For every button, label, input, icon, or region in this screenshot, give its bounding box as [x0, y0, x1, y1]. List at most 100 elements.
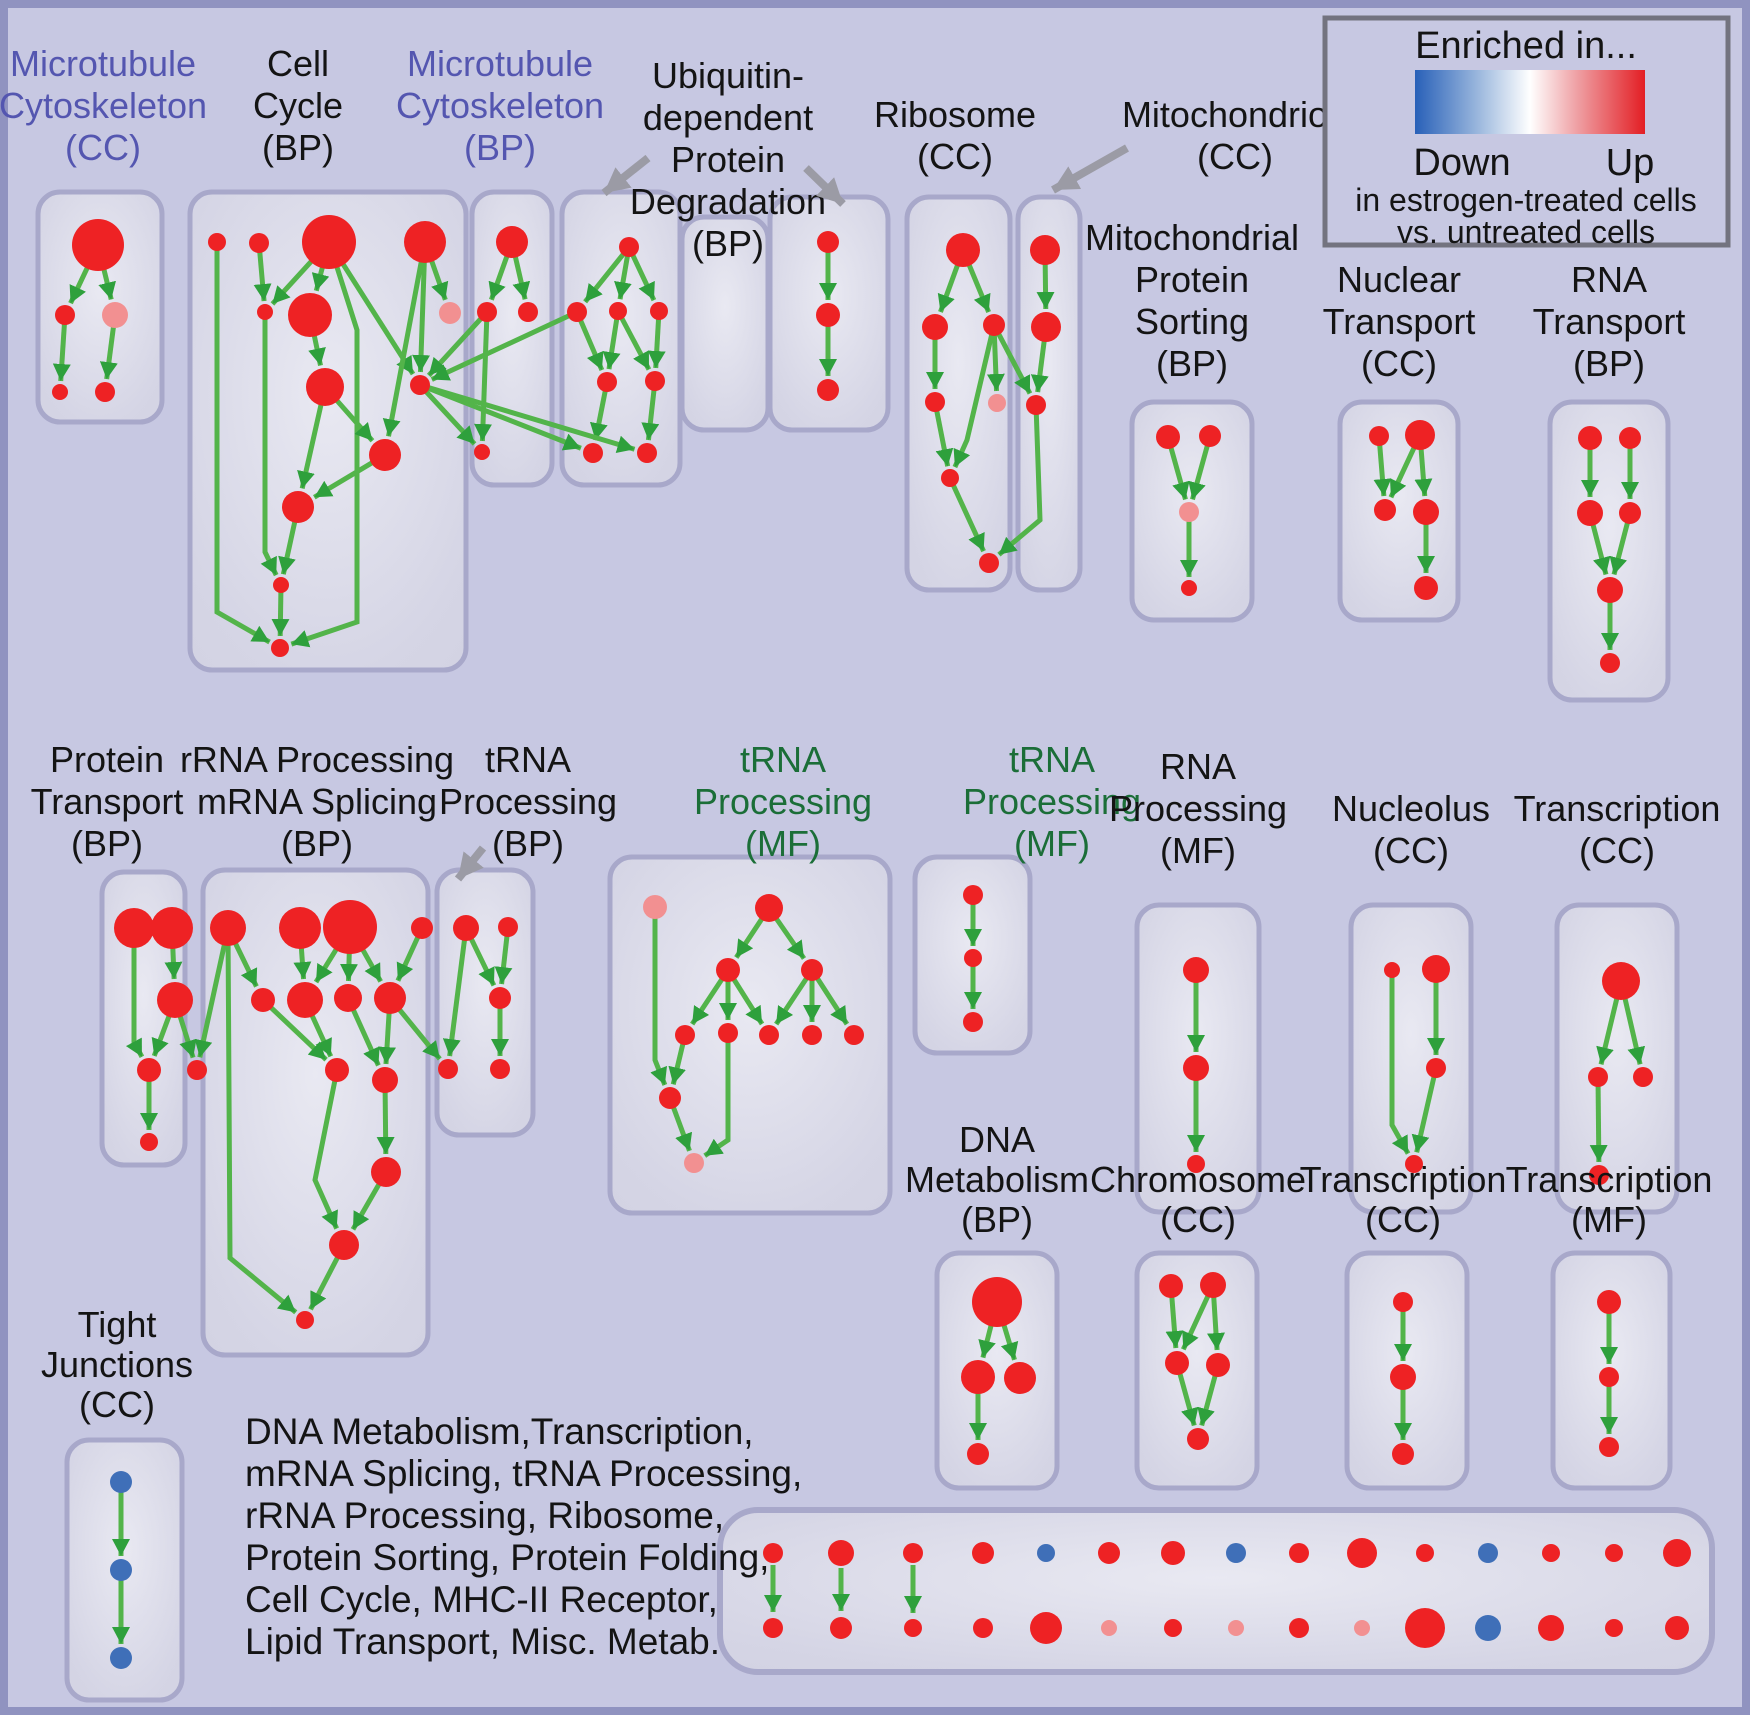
- go-term-node: [941, 469, 959, 487]
- go-term-node: [1199, 425, 1221, 447]
- group-label: Junctions: [41, 1344, 193, 1385]
- go-term-node: [1369, 426, 1389, 446]
- go-term-node: [1597, 577, 1623, 603]
- group-label: (BP): [692, 223, 764, 264]
- go-term-node: [251, 988, 275, 1012]
- go-term-node: [372, 1067, 398, 1093]
- misc-cluster-text: Cell Cycle, MHC-II Receptor,: [245, 1579, 718, 1620]
- group-box-ubiquitin-dependent-protein-degradation-bp: [559, 189, 683, 488]
- ubiquitin-to-right-box: [803, 165, 846, 207]
- go-term-node: [1030, 235, 1060, 265]
- go-term-node: [279, 907, 321, 949]
- group-label: (CC): [79, 1384, 155, 1425]
- go-term-node: [302, 215, 356, 269]
- go-term-node: [1589, 1165, 1609, 1185]
- enrichment-edge: [647, 310, 666, 369]
- go-term-node: [718, 1023, 738, 1043]
- enrichment-edge: [615, 309, 652, 371]
- go-term-node: [716, 958, 740, 982]
- group-label: (BP): [262, 127, 334, 168]
- enrichment-edge: [260, 312, 279, 577]
- go-term-node: [802, 1025, 822, 1045]
- go-term-node: [1183, 1055, 1209, 1081]
- go-term-node: [1101, 1620, 1117, 1636]
- go-term-node: [567, 302, 587, 322]
- go-term-node: [453, 915, 479, 941]
- go-term-node: [374, 982, 406, 1014]
- group-label: Ribosome: [874, 94, 1036, 135]
- enrichment-edge: [225, 927, 298, 1315]
- go-term-node: [946, 233, 980, 267]
- go-term-node: [963, 885, 983, 905]
- enrichment-edge: [602, 310, 621, 370]
- go-term-node: [187, 1060, 207, 1080]
- go-term-node: [1578, 426, 1602, 450]
- go-term-node: [55, 305, 75, 325]
- group-label: tRNA: [1009, 739, 1095, 780]
- go-term-node: [1228, 1620, 1244, 1636]
- go-term-node: [1405, 420, 1435, 450]
- go-term-node: [1289, 1543, 1309, 1563]
- ubiquitin-to-left-box: [601, 154, 651, 197]
- go-term-node: [1665, 1616, 1689, 1640]
- group-box-mitochondrion-cc: [1015, 194, 1083, 593]
- group-label: Degradation: [630, 181, 826, 222]
- go-term-node: [439, 302, 461, 324]
- go-term-node: [961, 1360, 995, 1394]
- enrichment-edge: [703, 1033, 731, 1158]
- enrichment-edge: [214, 242, 271, 645]
- enrichment-edge: [1389, 970, 1411, 1155]
- cross-group-edge: [419, 382, 636, 454]
- go-term-node: [474, 444, 490, 460]
- go-term-node: [1416, 1544, 1434, 1562]
- go-term-node: [763, 1543, 783, 1563]
- go-term-node: [1390, 1364, 1416, 1390]
- group-label: Cytoskeleton: [0, 85, 207, 126]
- group-label: Ubiquitin-: [652, 55, 804, 96]
- enrichment-edge: [1589, 1076, 1608, 1163]
- go-term-node: [52, 384, 68, 400]
- misc-cluster-text: Lipid Transport, Misc. Metab.: [245, 1621, 720, 1662]
- go-term-node: [1347, 1538, 1377, 1568]
- go-term-node: [1187, 1428, 1209, 1450]
- group-label: mRNA Splicing: [197, 781, 437, 822]
- go-term-node: [114, 908, 154, 948]
- go-term-node: [306, 368, 344, 406]
- go-term-node: [369, 439, 401, 471]
- group-label: Mitochondrion: [1122, 94, 1348, 135]
- group-label: dependent: [643, 97, 813, 138]
- go-term-node: [1414, 576, 1438, 600]
- legend-subtitle-2: vs. untreated cells: [1397, 214, 1655, 250]
- go-term-node: [828, 1540, 854, 1566]
- group-label: Processing: [963, 781, 1141, 822]
- group-label: rRNA Processing: [180, 739, 454, 780]
- group-label: (CC): [1373, 830, 1449, 871]
- group-box-rna-transport-bp: [1547, 399, 1671, 703]
- go-term-node: [1605, 1544, 1623, 1562]
- go-term-node: [1354, 1620, 1370, 1636]
- go-term-node: [72, 219, 124, 271]
- group-label: (CC): [65, 127, 141, 168]
- enrichment-edge: [125, 928, 145, 1058]
- go-term-node: [110, 1559, 132, 1581]
- go-term-node: [988, 394, 1006, 412]
- go-term-node: [151, 907, 193, 949]
- go-term-node: [643, 895, 667, 919]
- enrichment-edge: [382, 241, 428, 437]
- go-term-node: [1538, 1615, 1564, 1641]
- group-label: (BP): [281, 823, 353, 864]
- go-term-node: [1183, 957, 1209, 983]
- group-label: (CC): [917, 136, 993, 177]
- go-term-node: [1605, 1619, 1623, 1637]
- go-term-node: [1384, 962, 1400, 978]
- group-box-dna-metabolism-bp: [934, 1250, 1060, 1491]
- go-term-node: [411, 917, 433, 939]
- enrichment-edge: [194, 927, 231, 1058]
- go-term-node: [1200, 1272, 1226, 1298]
- group-label: RNA: [1160, 746, 1236, 787]
- go-term-node: [1030, 1612, 1062, 1644]
- go-term-node: [1426, 1058, 1446, 1078]
- group-label: Transcription: [1514, 788, 1721, 829]
- enrichment-edge: [1411, 1067, 1439, 1153]
